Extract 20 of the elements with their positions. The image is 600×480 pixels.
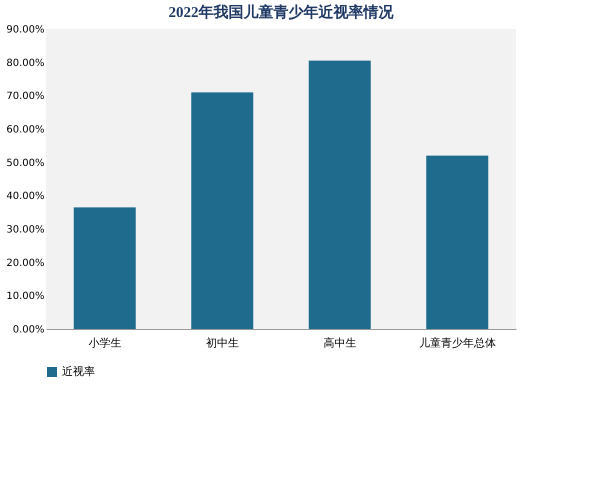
y-tick-label: 70.00% [6,91,44,102]
bar [308,60,371,329]
x-tick-label: 儿童青少年总体 [418,336,496,350]
bar [191,92,254,329]
y-tick-label: 90.00% [6,24,44,36]
bar [426,156,488,329]
x-tick-label: 初中生 [206,336,239,350]
chart-title: 2022年我国儿童青少年近视率情况 [168,3,394,21]
y-tick-label: 20.00% [6,258,44,269]
y-tick-label: 10.00% [6,291,44,302]
x-tick-label: 高中生 [323,336,356,350]
y-tick-label: 40.00% [6,191,44,202]
x-tick-label: 小学生 [88,336,122,350]
y-tick-label: 80.00% [6,58,44,69]
y-tick-label: 50.00% [6,158,44,169]
y-tick-label: 0.00% [12,324,44,336]
y-tick-label: 60.00% [6,124,44,136]
y-tick-label: 30.00% [6,224,44,236]
bar [74,207,136,329]
legend-label: 近视率 [62,365,95,378]
